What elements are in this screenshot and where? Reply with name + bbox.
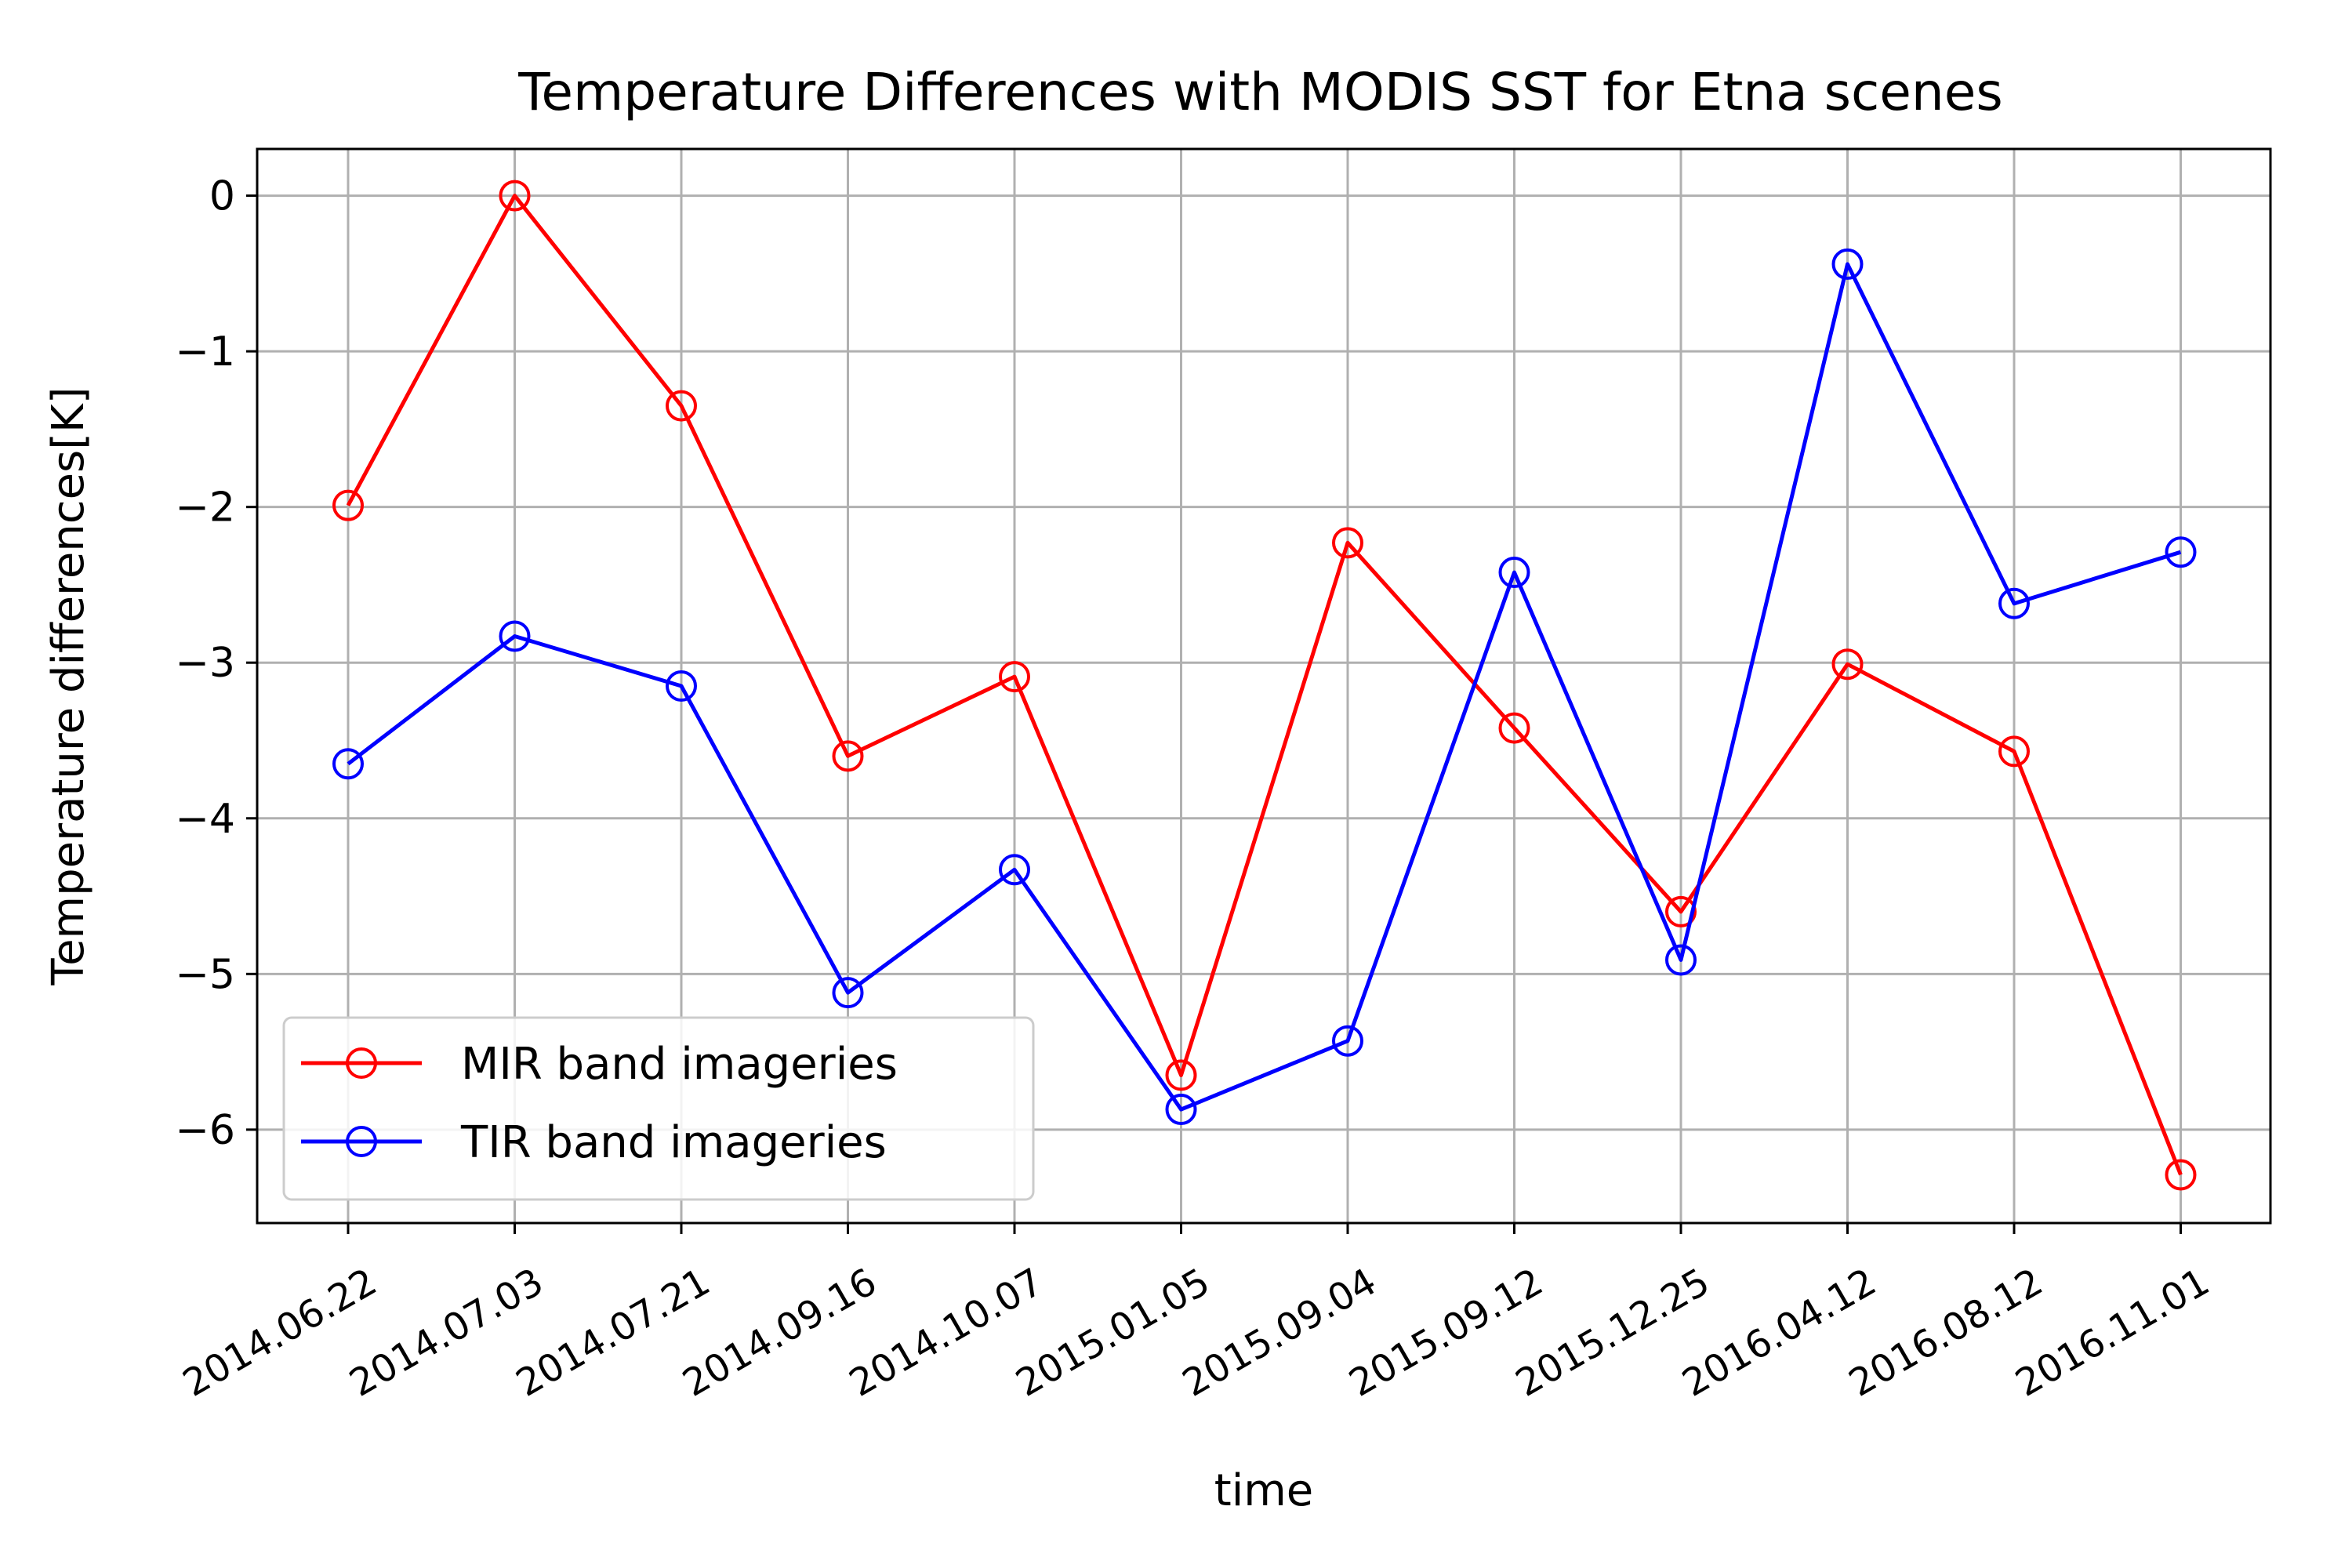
data-point xyxy=(499,180,531,212)
data-point xyxy=(1831,648,1864,681)
data-point xyxy=(2165,1159,2197,1191)
data-point xyxy=(666,390,697,422)
data-point xyxy=(1998,735,2030,768)
series-line xyxy=(346,194,2183,1176)
data-point xyxy=(832,977,864,1009)
data-point xyxy=(499,620,531,652)
series-tir xyxy=(332,248,2197,1126)
y-tick-label: −2 xyxy=(175,485,235,532)
data-point xyxy=(1998,587,2030,619)
data-point xyxy=(666,670,697,702)
legend-marker xyxy=(346,1126,377,1157)
series-line xyxy=(347,262,2182,1112)
legend-label: TIR band imageries xyxy=(460,1117,887,1168)
legend-entry: TIR band imageries xyxy=(301,1117,887,1168)
legend-label: MIR band imageries xyxy=(461,1039,898,1090)
data-point xyxy=(1332,527,1363,559)
plot-area-frame xyxy=(256,147,2272,1225)
y-tick-label: −6 xyxy=(175,1107,235,1154)
chart-title: Temperature Differences with MODIS SST f… xyxy=(517,62,2002,122)
data-point xyxy=(1165,1094,1197,1126)
data-point xyxy=(1665,895,1697,927)
data-point xyxy=(1165,1059,1197,1091)
data-point xyxy=(332,748,364,780)
data-point xyxy=(1665,944,1697,976)
data-point xyxy=(1332,1025,1363,1057)
x-axis-label: time xyxy=(1214,1465,1314,1516)
data-point xyxy=(999,854,1030,886)
legend: MIR band imageries TIR band imageries xyxy=(282,1016,1035,1201)
axis-ticks: 2014.06.222014.07.032014.07.212014.09.16… xyxy=(175,173,2216,1406)
y-tick-label: −1 xyxy=(175,328,235,376)
data-point xyxy=(1498,557,1530,589)
data-point xyxy=(1498,712,1530,744)
y-tick-label: 0 xyxy=(209,173,235,220)
series-mir xyxy=(332,180,2197,1191)
data-point xyxy=(999,661,1030,693)
legend-marker xyxy=(346,1047,377,1079)
data-point xyxy=(2165,536,2197,568)
y-axis-label: Temperature differences[K] xyxy=(43,387,94,985)
data-series xyxy=(332,180,2197,1191)
y-tick-label: −4 xyxy=(175,796,235,843)
y-tick-label: −3 xyxy=(175,640,235,687)
y-tick-label: −5 xyxy=(175,951,235,998)
legend-box xyxy=(282,1016,1035,1201)
data-point xyxy=(332,489,364,521)
data-point xyxy=(832,740,864,772)
grid xyxy=(257,149,2270,1223)
legend-entry: MIR band imageries xyxy=(301,1039,898,1090)
data-point xyxy=(1831,248,1864,280)
